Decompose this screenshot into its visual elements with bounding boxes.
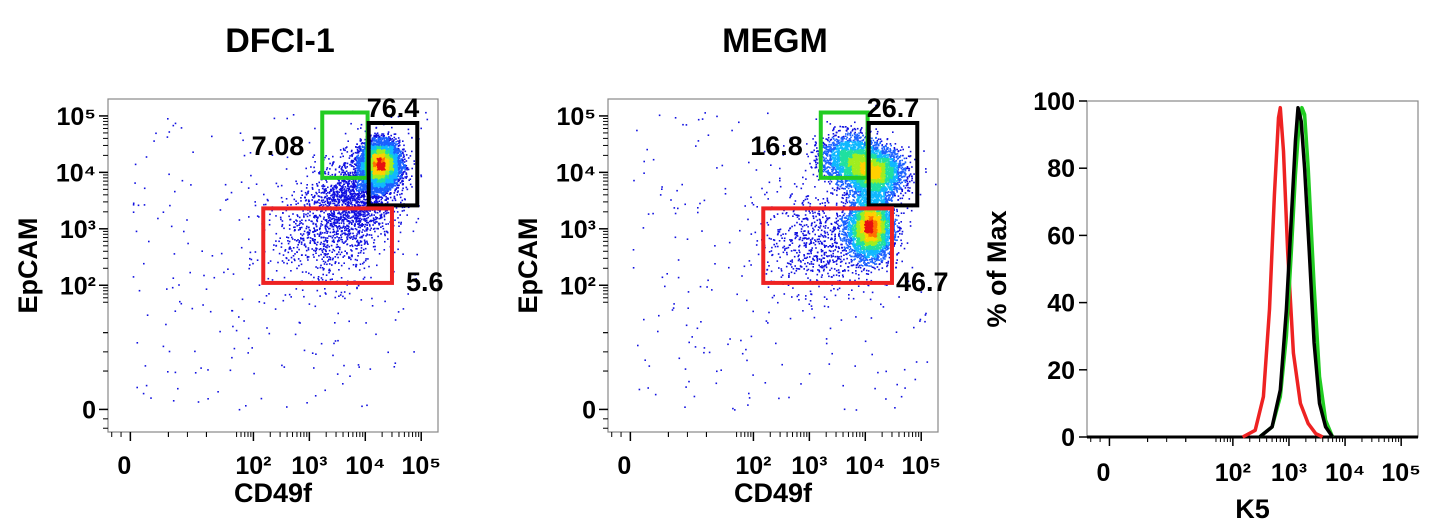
cell-event [399,144,401,147]
cell-event [393,182,396,185]
cell-event [373,142,376,145]
cell-event [394,185,397,187]
cell-event [390,139,392,141]
cell-event [402,140,404,142]
cell-event [401,166,403,168]
cell-event [357,152,360,154]
cell-event [400,154,403,157]
cell-event [407,157,410,159]
cell-event [347,140,349,142]
cell-event [396,187,398,189]
cell-event [402,171,405,174]
cell-event [404,158,406,161]
cell-event [363,142,365,145]
cell-event [413,160,415,162]
cell-event [409,155,412,157]
cell-event [346,151,349,153]
cell-event [376,132,379,134]
cell-event [404,170,406,173]
cell-event [358,150,361,153]
cell-event [361,181,364,184]
cell-event [353,166,355,168]
cell-event [377,137,379,139]
cell-event [399,182,402,184]
cell-event [364,138,366,141]
cell-event [409,183,412,186]
cell-event [360,154,362,157]
cell-event [375,126,378,129]
cell-event [404,176,406,178]
cell-event [402,152,404,155]
dfci1-density-plot: DFCI-17.0876.45.60010²10²10³10³10⁴10⁴10⁵… [13,22,444,508]
cell-event [395,138,397,140]
cell-event [407,168,410,171]
cell-event [355,181,357,183]
cell-event [393,184,396,187]
cell-event [359,139,362,142]
cell-event [405,186,408,189]
cell-event [374,132,376,135]
panel-title: DFCI-1 [225,22,335,60]
cell-event [351,149,353,152]
cell-event [380,134,383,137]
cell-event [354,151,357,154]
cell-event [352,152,355,155]
cell-event [382,135,384,137]
cell-event [402,187,404,190]
cell-event [405,167,408,170]
cell-event [400,152,403,155]
cell-event [397,140,399,142]
cell-event [356,164,358,167]
cell-event [380,198,383,201]
cell-event [405,172,408,175]
cell-event [391,126,393,129]
cell-event [396,143,398,145]
cell-event [411,175,413,177]
cell-event [389,137,391,140]
cell-event [360,149,362,152]
cell-event [387,131,390,133]
cell-event [388,139,391,141]
cell-event [370,188,372,191]
cell-event [384,193,386,196]
cell-event [413,163,416,165]
cell-event [390,134,392,137]
cell-event [403,144,405,147]
cell-event [351,155,353,158]
cell-event [357,173,360,176]
cell-event [397,187,400,189]
cell-event [371,138,373,141]
cell-event [398,179,401,182]
cell-event [359,145,361,147]
cell-event [403,155,405,158]
cell-event [375,133,378,136]
cell-event [382,133,385,135]
cell-event [363,181,365,184]
cell-event [406,168,408,171]
cell-event [360,123,363,126]
cell-event [356,174,358,177]
cell-event [360,182,363,185]
cell-event [401,192,403,195]
cell-event [356,146,359,149]
cell-event [402,161,404,164]
cell-event [395,140,397,143]
cell-event [380,138,382,141]
cell-event [394,133,397,135]
cell-event [358,147,360,149]
cell-event [402,149,405,151]
cell-event [381,133,383,135]
cell-event [397,174,400,177]
cell-event [403,154,405,156]
cell-event [380,137,382,139]
cell-event [394,142,396,145]
cell-event [401,173,403,175]
cell-event [380,190,383,192]
cell-event [404,150,407,153]
cell-event [387,132,389,135]
cell-event [375,139,377,142]
cell-events [132,110,429,411]
cell-event [359,156,362,158]
